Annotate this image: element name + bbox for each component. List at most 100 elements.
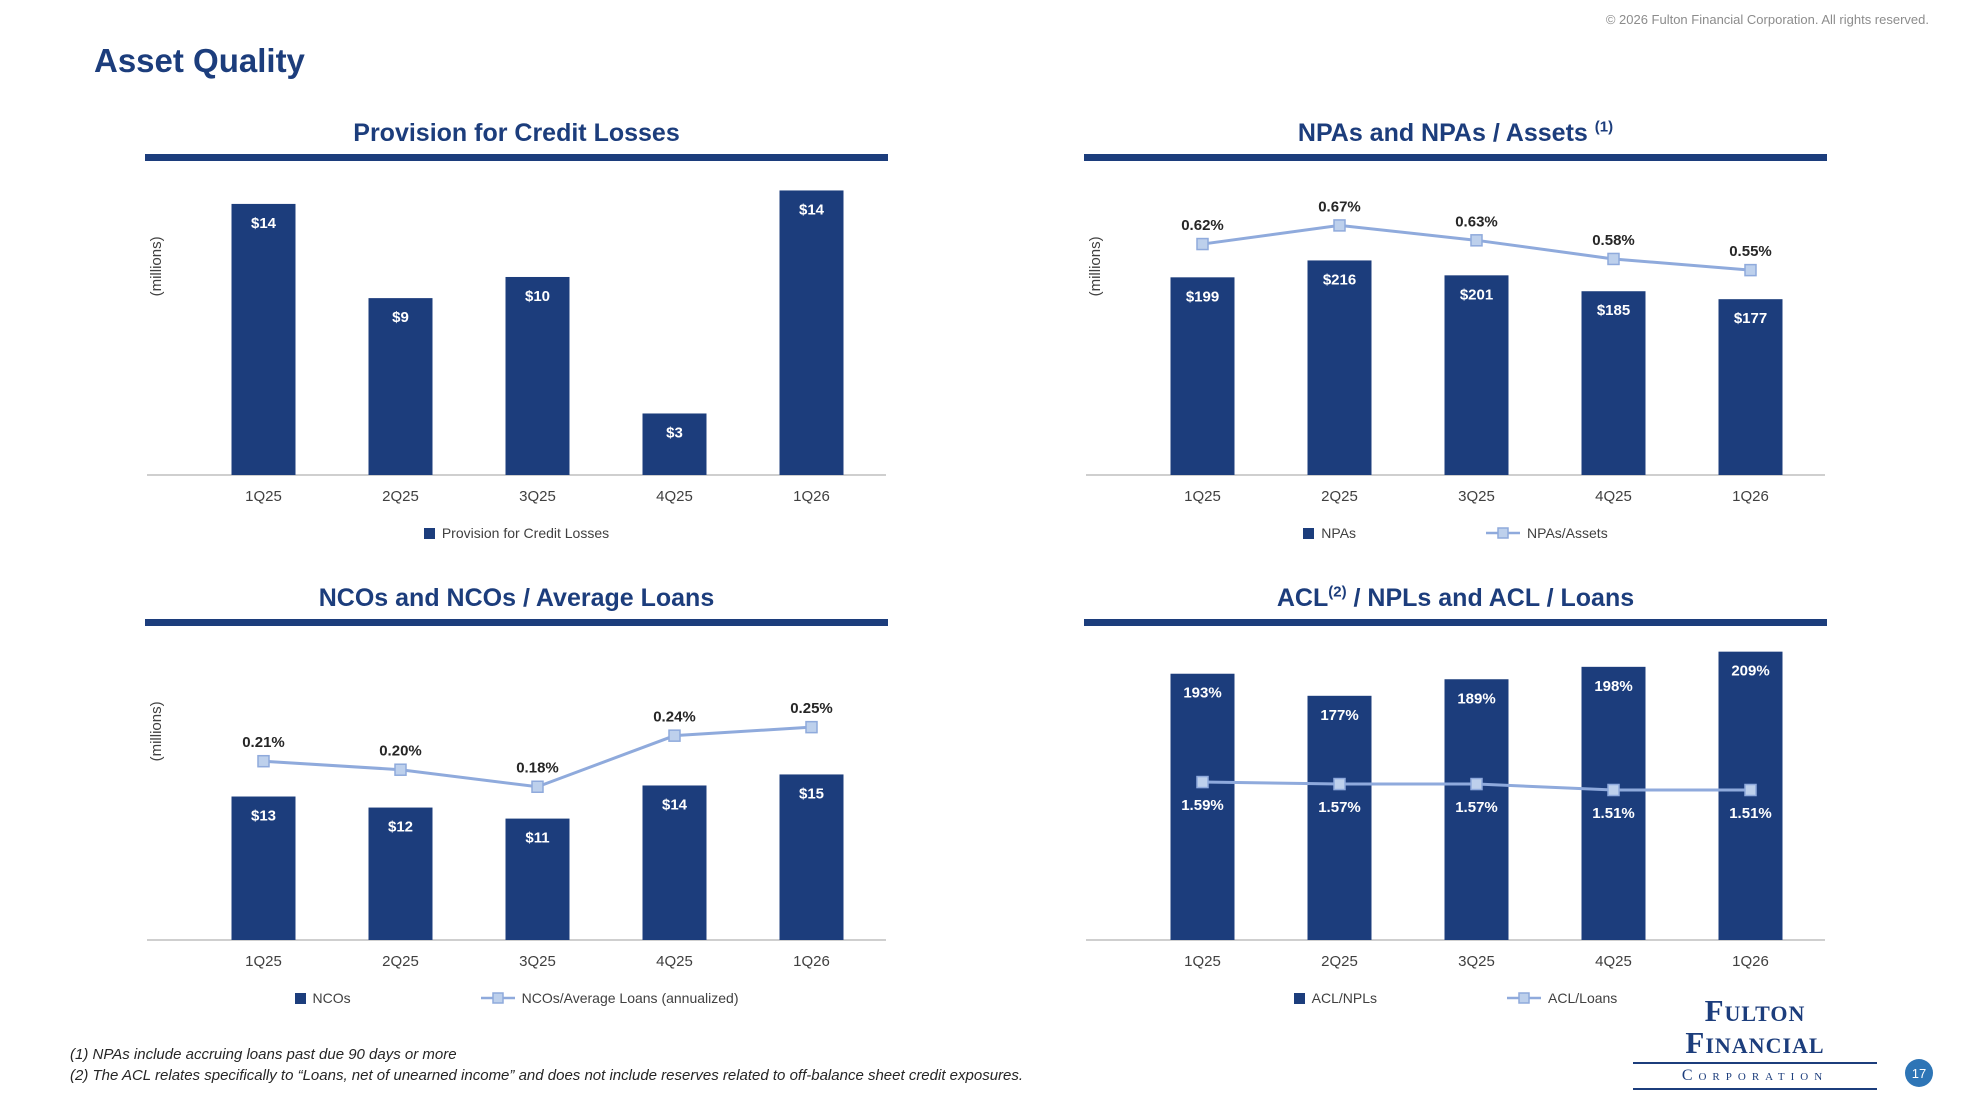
svg-text:0.21%: 0.21% <box>242 734 285 751</box>
svg-text:$14: $14 <box>662 796 688 813</box>
legend-label: NPAs/Assets <box>1527 525 1608 541</box>
chart-title-npas: NPAs and NPAs / Assets (1) <box>1297 118 1614 147</box>
svg-text:$216: $216 <box>1323 271 1356 288</box>
svg-text:0.24%: 0.24% <box>653 709 696 726</box>
svg-text:3Q25: 3Q25 <box>519 953 556 970</box>
line-swatch-icon <box>1486 527 1521 539</box>
bar-swatch-icon <box>1303 527 1315 539</box>
ncos-chart-panel: NCOs and NCOs / Average Loans (millions)… <box>145 583 888 1006</box>
svg-text:$199: $199 <box>1186 288 1219 305</box>
legend-item: NPAs <box>1303 525 1356 541</box>
svg-text:4Q25: 4Q25 <box>1595 488 1632 505</box>
bar-swatch-icon <box>294 992 306 1004</box>
chart-title-provision: Provision for Credit Losses <box>353 119 680 147</box>
legend-item: ACL/NPLs <box>1293 990 1378 1006</box>
svg-text:$185: $185 <box>1597 302 1630 319</box>
svg-text:1.57%: 1.57% <box>1318 799 1361 816</box>
legend-item: ACL/Loans <box>1507 990 1617 1006</box>
legend-item: Provision for Credit Losses <box>423 525 610 541</box>
charts-grid: Provision for Credit Losses (millions) 1Q… <box>145 118 1827 1006</box>
title-underline <box>1084 619 1827 626</box>
svg-text:0.62%: 0.62% <box>1181 217 1224 234</box>
acl-chart-panel: ACL(2) / NPLs and ACL / Loans 1Q25 2Q25 3Q… <box>1084 583 1827 1006</box>
svg-text:0.18%: 0.18% <box>516 760 559 777</box>
provision-chart: (millions) 1Q25 2Q25 3Q25 4Q25 1Q26 $14 $9 $10 $3… <box>147 190 886 505</box>
svg-text:193%: 193% <box>1183 685 1221 702</box>
svg-text:1Q26: 1Q26 <box>1732 953 1769 970</box>
legend-label: NCOs/Average Loans (annualized) <box>521 990 739 1006</box>
svg-text:0.63%: 0.63% <box>1455 213 1498 230</box>
svg-text:(millions): (millions) <box>1087 236 1104 296</box>
legend-label: NPAs <box>1321 525 1357 541</box>
legend-item: NCOs/Average Loans (annualized) <box>480 990 739 1006</box>
svg-text:1Q25: 1Q25 <box>245 953 282 970</box>
line-swatch-icon <box>1507 992 1542 1004</box>
svg-text:$9: $9 <box>392 309 409 326</box>
chart-legend: NCOs NCOs/Average Loans (annualized) <box>145 990 888 1006</box>
svg-text:1.51%: 1.51% <box>1729 805 1772 822</box>
svg-text:2Q25: 2Q25 <box>382 953 419 970</box>
svg-text:2Q25: 2Q25 <box>1321 488 1358 505</box>
page-title: Asset Quality <box>94 42 305 79</box>
svg-text:1Q26: 1Q26 <box>793 953 830 970</box>
copyright-text: © 2026 Fulton Financial Corporation. All… <box>1605 12 1929 27</box>
svg-text:$14: $14 <box>799 201 825 218</box>
bar-swatch-icon <box>1293 992 1305 1004</box>
chart-legend: ACL/NPLs ACL/Loans <box>1084 990 1827 1006</box>
logo-rule <box>1633 1088 1877 1090</box>
line-swatch-icon <box>480 992 515 1004</box>
svg-text:1.59%: 1.59% <box>1181 797 1224 814</box>
svg-text:0.25%: 0.25% <box>790 700 833 717</box>
logo-name-text: Fulton Financial <box>1685 992 1825 1061</box>
acl-chart: 1Q25 2Q25 3Q25 4Q25 1Q26 193% 177% 189% 198% 209%… <box>1086 651 1825 970</box>
svg-text:4Q25: 4Q25 <box>656 953 693 970</box>
svg-text:3Q25: 3Q25 <box>519 488 556 505</box>
title-underline <box>1084 154 1827 161</box>
svg-text:$177: $177 <box>1734 310 1767 327</box>
svg-text:$13: $13 <box>251 808 276 825</box>
legend-label: NCOs <box>312 990 351 1006</box>
svg-text:189%: 189% <box>1457 690 1495 707</box>
chart-title-acl: ACL(2) / NPLs and ACL / Loans <box>1276 583 1635 612</box>
svg-text:4Q25: 4Q25 <box>656 488 693 505</box>
svg-text:0.67%: 0.67% <box>1318 198 1361 215</box>
svg-text:1Q26: 1Q26 <box>793 488 830 505</box>
svg-text:0.20%: 0.20% <box>379 743 422 760</box>
title-underline <box>145 154 888 161</box>
svg-text:0.55%: 0.55% <box>1729 243 1772 260</box>
svg-text:$14: $14 <box>251 215 277 232</box>
legend-label: ACL/NPLs <box>1311 990 1378 1006</box>
svg-text:1Q25: 1Q25 <box>1184 488 1221 505</box>
page-number-badge: 17 <box>1905 1059 1933 1087</box>
footnote-1: (1) NPAs include accruing loans past due… <box>70 1046 457 1063</box>
footnotes: (1) NPAs include accruing loans past due… <box>70 1044 1023 1086</box>
svg-text:209%: 209% <box>1731 663 1769 680</box>
logo-rule <box>1633 1062 1877 1064</box>
bar-swatch-icon <box>423 527 435 539</box>
ncos-chart: (millions) 1Q25 2Q25 3Q25 4Q25 1Q26 $13 $12 $11 $… <box>147 700 886 970</box>
svg-text:$201: $201 <box>1460 286 1493 303</box>
svg-text:2Q25: 2Q25 <box>1321 953 1358 970</box>
npas-chart-panel: NPAs and NPAs / Assets (1) (millions) 1Q2… <box>1084 118 1827 541</box>
fulton-financial-logo: Fulton Financial Corporation <box>1633 992 1877 1092</box>
svg-text:1.51%: 1.51% <box>1592 805 1635 822</box>
title-underline <box>145 619 888 626</box>
svg-text:0.58%: 0.58% <box>1592 232 1635 249</box>
logo-sub-text: Corporation <box>1681 1067 1829 1084</box>
legend-label: ACL/Loans <box>1548 990 1618 1006</box>
svg-text:$11: $11 <box>525 830 549 847</box>
svg-text:1Q26: 1Q26 <box>1732 488 1769 505</box>
svg-text:$10: $10 <box>525 288 550 305</box>
legend-item: NPAs/Assets <box>1486 525 1608 541</box>
svg-text:3Q25: 3Q25 <box>1458 953 1495 970</box>
provision-chart-panel: Provision for Credit Losses (millions) 1Q… <box>145 118 888 541</box>
svg-text:4Q25: 4Q25 <box>1595 953 1632 970</box>
svg-text:1Q25: 1Q25 <box>1184 953 1221 970</box>
legend-label: Provision for Credit Losses <box>441 525 610 541</box>
chart-legend: NPAs NPAs/Assets <box>1084 525 1827 541</box>
svg-text:$12: $12 <box>388 819 413 836</box>
svg-text:(millions): (millions) <box>148 701 165 761</box>
chart-legend: Provision for Credit Losses <box>145 525 888 541</box>
svg-text:177%: 177% <box>1320 707 1358 724</box>
